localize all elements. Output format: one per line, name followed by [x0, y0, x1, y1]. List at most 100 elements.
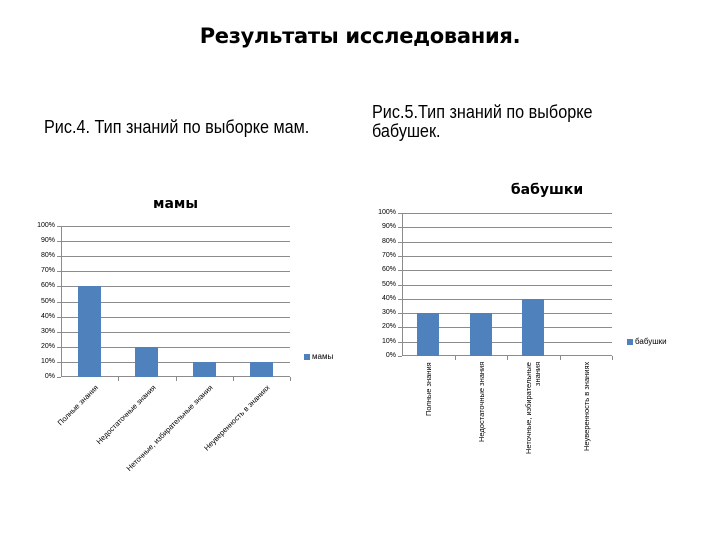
- y-axis-label: 30%: [381, 309, 396, 317]
- chart-moms-title: мамы: [153, 196, 198, 212]
- y-tick: [398, 242, 402, 243]
- y-tick: [398, 327, 402, 328]
- bar: [135, 346, 159, 377]
- figure-5-caption-line2: бабушек.: [372, 121, 441, 141]
- x-tick: [612, 356, 613, 360]
- gridline: [402, 256, 612, 257]
- x-axis-label: Недостаточные знания: [476, 362, 486, 443]
- y-axis-label: 90%: [381, 223, 396, 231]
- y-tick: [398, 256, 402, 257]
- legend-label: мамы: [312, 352, 334, 361]
- y-axis-label: 90%: [40, 237, 55, 245]
- x-axis: [402, 355, 612, 356]
- y-axis: [61, 226, 62, 377]
- gridline: [61, 347, 290, 348]
- x-tick: [455, 356, 456, 360]
- y-axis: [402, 213, 403, 356]
- y-axis-label: 60%: [381, 266, 396, 274]
- y-axis-label: 0%: [385, 352, 396, 359]
- y-axis-label: 10%: [381, 337, 396, 345]
- bar: [417, 313, 440, 356]
- y-tick: [57, 256, 61, 257]
- bar: [249, 361, 273, 377]
- bar: [469, 313, 492, 356]
- bar: [78, 286, 102, 377]
- y-axis-label: 20%: [381, 323, 396, 331]
- y-axis-label: 80%: [40, 252, 55, 260]
- legend-swatch: [627, 338, 633, 345]
- y-axis-label: 40%: [381, 294, 396, 302]
- legend-swatch: [304, 353, 310, 360]
- gridline: [61, 302, 290, 303]
- y-tick: [398, 270, 402, 271]
- legend-label: бабушки: [635, 337, 667, 346]
- gridline: [402, 242, 612, 243]
- y-axis-label: 10%: [40, 357, 55, 365]
- y-axis-label: 0%: [44, 373, 55, 380]
- y-axis-label: 100%: [378, 209, 396, 216]
- y-tick: [398, 299, 402, 300]
- chart-moms-plot: [57, 226, 291, 381]
- x-tick: [560, 356, 561, 360]
- x-axis-label: Неточные, избирательные знания: [524, 362, 543, 454]
- y-axis-label: 70%: [40, 267, 55, 275]
- y-tick: [57, 362, 61, 363]
- gridline: [402, 270, 612, 271]
- gridline: [402, 285, 612, 286]
- y-tick: [398, 342, 402, 343]
- figure-5-caption: Рис.5.Тип знаний по выборке бабушек.: [372, 103, 593, 141]
- y-axis-label: 80%: [381, 237, 396, 245]
- bar: [522, 298, 545, 356]
- page-title: Результаты исследования.: [199, 24, 521, 48]
- y-tick: [57, 347, 61, 348]
- gridline: [61, 362, 290, 363]
- gridline: [61, 241, 290, 242]
- gridline: [61, 332, 290, 333]
- x-axis-label: Недостаточные знания: [94, 383, 158, 447]
- bar: [192, 361, 216, 377]
- y-axis-label: 50%: [381, 280, 396, 288]
- gridline: [61, 256, 290, 257]
- x-axis-label: Неуверенность в знаниях: [581, 362, 591, 452]
- x-axis-label: Неуверенность в знаниях: [202, 383, 272, 453]
- gridline: [61, 286, 290, 287]
- y-tick: [57, 332, 61, 333]
- gridline: [402, 313, 612, 314]
- y-tick: [57, 302, 61, 303]
- gridline: [61, 226, 290, 227]
- y-tick: [398, 356, 402, 357]
- chart-grandmothers-plot: [398, 213, 613, 360]
- x-tick: [176, 377, 177, 381]
- y-tick: [398, 213, 402, 214]
- x-axis-label: Полные знания: [424, 362, 434, 416]
- gridline: [402, 342, 612, 343]
- y-tick: [57, 317, 61, 318]
- y-tick: [398, 285, 402, 286]
- y-tick: [57, 241, 61, 242]
- y-tick: [57, 377, 61, 378]
- chart-grandmothers-legend: бабушки: [627, 337, 667, 346]
- gridline: [402, 227, 612, 228]
- x-tick: [233, 377, 234, 381]
- gridline: [402, 213, 612, 214]
- figure-4-caption: Рис.4. Тип знаний по выборке мам.: [44, 117, 310, 137]
- y-axis-label: 50%: [40, 297, 55, 305]
- x-tick: [118, 377, 119, 381]
- y-tick: [57, 271, 61, 272]
- gridline: [402, 299, 612, 300]
- y-axis-label: 40%: [40, 312, 55, 320]
- x-tick: [290, 377, 291, 381]
- y-axis-label: 60%: [40, 282, 55, 290]
- chart-grandmothers-title: бабушки: [510, 182, 584, 198]
- y-tick: [57, 226, 61, 227]
- chart-moms-legend: мамы: [304, 352, 333, 361]
- y-axis-label: 30%: [40, 327, 55, 335]
- gridline: [61, 271, 290, 272]
- x-axis: [61, 376, 290, 377]
- y-axis-label: 20%: [40, 342, 55, 350]
- x-tick: [507, 356, 508, 360]
- gridline: [402, 327, 612, 328]
- y-tick: [398, 313, 402, 314]
- gridline: [61, 317, 290, 318]
- y-tick: [398, 227, 402, 228]
